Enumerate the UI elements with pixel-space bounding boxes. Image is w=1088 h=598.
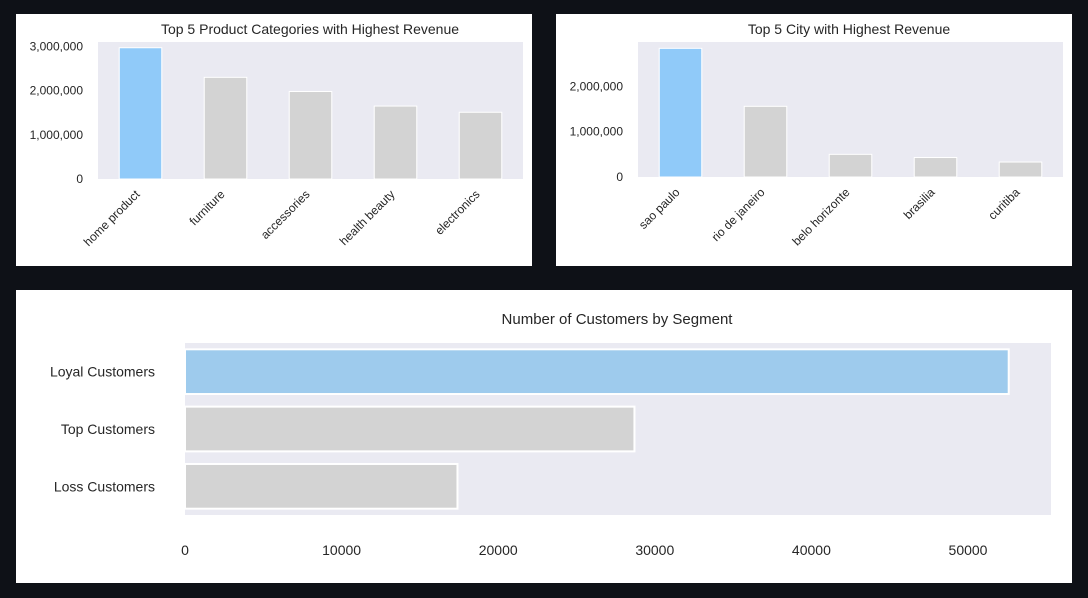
x-tick-label: 40000 [792, 542, 831, 558]
bar [184, 348, 1010, 396]
chart-title: Top 5 City with Highest Revenue [748, 21, 951, 37]
y-tick-label: Top Customers [61, 421, 155, 437]
bar [288, 90, 333, 180]
x-tick-label: sao paulo [636, 185, 683, 232]
x-tick-label: furniture [187, 187, 228, 228]
x-tick-label: brasilia [901, 185, 938, 222]
cities-chart-panel: Top 5 City with Highest Revenue 0 1,000,0… [556, 14, 1072, 266]
y-tick-label: 2,000,000 [570, 79, 624, 93]
segments-bar-chart: Number of Customers by Segment Loyal Cus… [50, 311, 1051, 558]
y-tick-label: Loss Customers [54, 478, 155, 494]
y-tick-label: 2,000,000 [30, 84, 84, 98]
y-tick-label: 1,000,000 [30, 128, 84, 142]
x-tick-label: accessories [258, 187, 313, 242]
y-tick-label: 1,000,000 [570, 125, 624, 139]
bar [458, 111, 503, 180]
segments-chart-panel: Number of Customers by Segment Loyal Cus… [16, 290, 1072, 583]
x-tick-label: curitiba [985, 185, 1022, 222]
categories-chart-panel: Top 5 Product Categories with Highest Re… [16, 14, 532, 266]
bar [913, 157, 958, 178]
bar [743, 105, 788, 178]
bar [118, 47, 163, 180]
bar [658, 47, 703, 178]
chart-title: Top 5 Product Categories with Highest Re… [161, 21, 459, 37]
y-tick-label: 0 [76, 172, 83, 186]
x-tick-label: rio de janeiro [709, 185, 768, 244]
chart-title: Number of Customers by Segment [502, 311, 734, 328]
bar [828, 153, 873, 178]
bar [203, 76, 248, 180]
x-tick-label: 0 [181, 542, 189, 558]
x-tick-label: 20000 [479, 542, 518, 558]
x-tick-label: belo horizonte [789, 185, 852, 248]
x-tick-label: health beauty [337, 187, 398, 248]
x-tick-label: 30000 [635, 542, 674, 558]
categories-bar-chart: Top 5 Product Categories with Highest Re… [30, 21, 523, 249]
y-tick-label: Loyal Customers [50, 364, 155, 380]
bar [184, 405, 636, 453]
cities-bar-chart: Top 5 City with Highest Revenue 0 1,000,0… [570, 21, 1063, 248]
x-tick-label: electronics [432, 187, 482, 237]
y-tick-label: 3,000,000 [30, 39, 84, 53]
bar [998, 161, 1043, 178]
x-tick-label: 50000 [949, 542, 988, 558]
bar [184, 462, 459, 510]
bar [373, 105, 418, 180]
y-tick-label: 0 [616, 170, 623, 184]
x-tick-label: 10000 [322, 542, 361, 558]
x-tick-label: home product [81, 187, 143, 249]
